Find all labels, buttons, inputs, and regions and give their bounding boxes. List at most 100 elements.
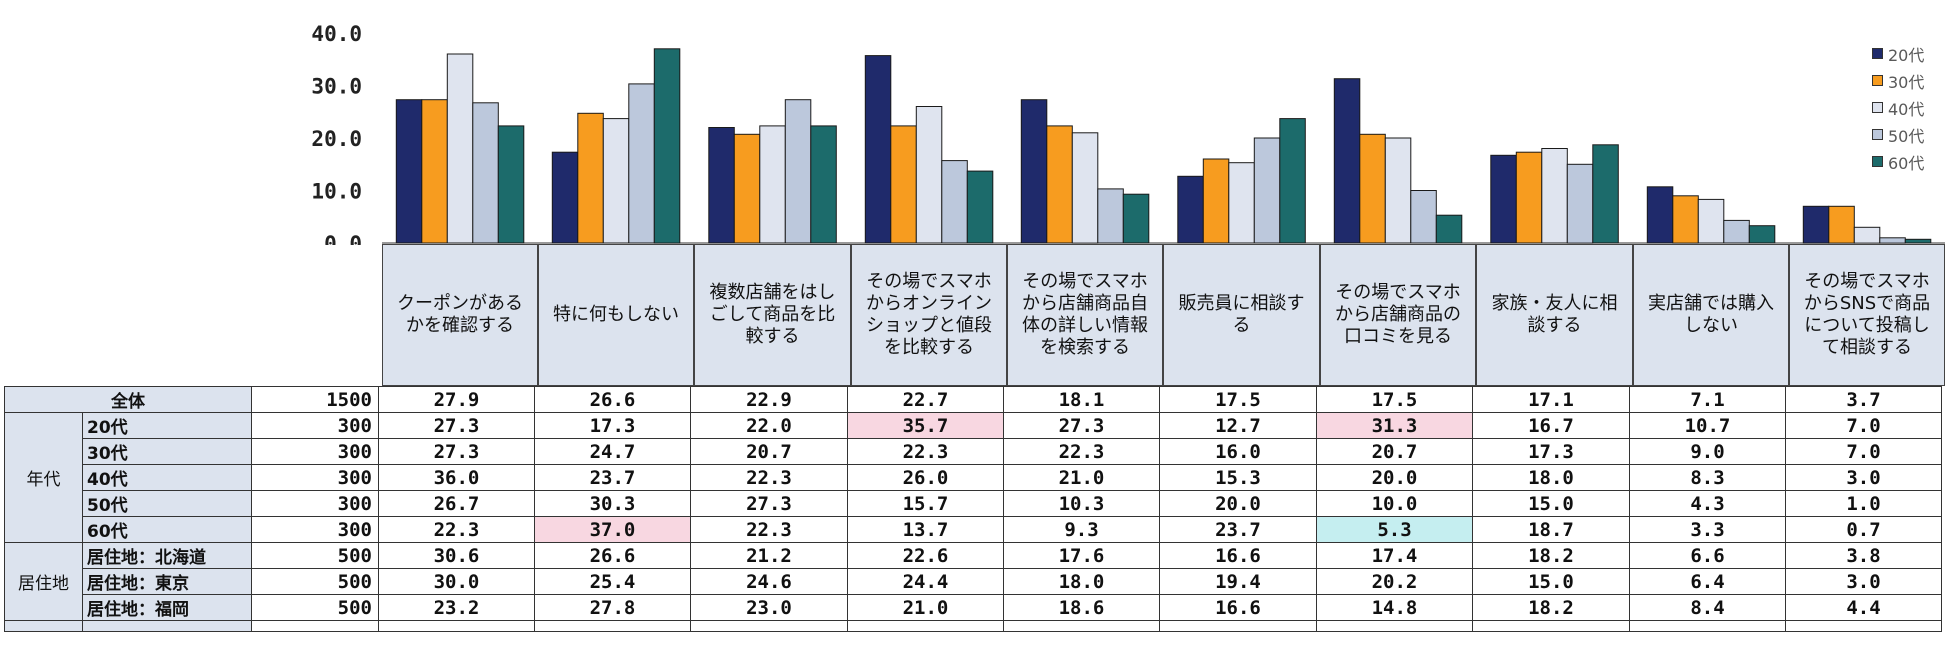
y-tick-label: 30.0 xyxy=(311,75,362,99)
table-row: 50代 300 26.7 30.3 27.3 15.7 10.3 20.0 10.0 15.0 4.… xyxy=(5,490,1942,517)
table-cell: 26.6 xyxy=(534,386,691,413)
bar-50代 xyxy=(1253,137,1281,244)
bar-60代 xyxy=(1748,225,1776,244)
row-label: 50代 xyxy=(82,490,252,517)
table-cell-empty xyxy=(4,620,83,632)
category-header-line: ごして商品を比 xyxy=(709,304,836,325)
table-cell: 16.6 xyxy=(1159,542,1317,569)
table-cell: 9.0 xyxy=(1629,438,1786,465)
table-cell: 3.8 xyxy=(1785,542,1942,569)
bar-60代 xyxy=(1435,214,1463,244)
table-cell: 18.0 xyxy=(1472,464,1630,491)
table-cell: 17.3 xyxy=(534,412,691,439)
bar-30代 xyxy=(421,99,448,244)
row-n: 300 xyxy=(251,438,379,465)
table-cell-empty xyxy=(1159,620,1317,632)
table-cell: 21.0 xyxy=(1003,464,1160,491)
table-cell-empty xyxy=(690,620,848,632)
category-header-line: 実店舗では購入 xyxy=(1648,293,1774,314)
table-cell: 24.6 xyxy=(690,568,848,595)
table-cell: 7.1 xyxy=(1629,386,1786,413)
table-cell: 18.2 xyxy=(1472,594,1630,621)
table-cell: 4.3 xyxy=(1629,490,1786,517)
table-cell-empty xyxy=(534,620,691,632)
bar-20代 xyxy=(1020,99,1048,244)
table-cell-empty xyxy=(847,620,1004,632)
table-row: 居住地 居住地：北海道 500 30.6 26.6 21.2 22.6 17.6 16.6 17.… xyxy=(4,542,1942,621)
bar-20代 xyxy=(1333,78,1361,244)
row-n: 1500 xyxy=(251,386,379,413)
category-header-line: 複数店舗をはし xyxy=(709,282,836,303)
row-label: 居住地：東京 xyxy=(82,568,252,595)
table-cell: 17.5 xyxy=(1159,386,1317,413)
bar-30代 xyxy=(1046,125,1073,244)
table-cell: 17.1 xyxy=(1472,386,1630,413)
table-cell: 6.6 xyxy=(1629,542,1786,569)
legend-label: 20代 xyxy=(1888,45,1925,65)
table-cell: 22.7 xyxy=(847,386,1004,413)
bar-20代 xyxy=(1646,186,1674,244)
row-group-label: 年代 xyxy=(4,412,83,543)
bar-40代 xyxy=(1697,198,1725,244)
table-cell: 27.3 xyxy=(378,412,535,439)
table-row: 全体 1500 27.9 26.6 22.9 22.7 18.1 17.5 17.5 17.1 7.… xyxy=(4,386,1942,413)
legend-item: 30代 xyxy=(1872,67,1924,94)
legend-label: 40代 xyxy=(1888,99,1925,119)
bar-30代 xyxy=(733,133,761,244)
category-header: 複数店舗をはし ごして商品を比 較する xyxy=(694,244,851,386)
row-label: 20代 xyxy=(82,412,252,439)
y-tick-label: 10.0 xyxy=(311,180,362,204)
table-cell: 20.7 xyxy=(690,438,848,465)
category-header-line: からオンライン xyxy=(866,293,992,314)
bar-50代 xyxy=(1410,190,1437,244)
table-cell: 19.4 xyxy=(1159,568,1317,595)
bar-60代 xyxy=(497,125,525,244)
table-cell: 27.3 xyxy=(1003,412,1160,439)
bar-chart: 0.0 10.0 20.0 30.0 40.0 xyxy=(311,22,1945,245)
bar-40代 xyxy=(446,53,474,244)
category-header-line: その場でスマホ xyxy=(866,271,992,292)
bar-40代 xyxy=(915,106,943,244)
bar-30代 xyxy=(1515,151,1543,244)
legend-swatch xyxy=(1872,156,1883,167)
bar-50代 xyxy=(472,102,499,244)
table-cell-empty xyxy=(1785,620,1942,632)
category-header: その場でスマホ から店舗商品の 口コミを見る xyxy=(1320,244,1476,386)
table-cell: 22.9 xyxy=(690,386,848,413)
row-label: 30代 xyxy=(82,438,252,465)
bar-50代 xyxy=(628,83,655,244)
bar-30代 xyxy=(1672,195,1699,244)
bar-50代 xyxy=(1097,188,1124,244)
table-cell-empty xyxy=(1003,620,1160,632)
table-cell: 27.9 xyxy=(378,386,535,413)
table-cell: 17.4 xyxy=(1316,542,1473,569)
table-cell: 18.7 xyxy=(1472,516,1630,543)
table-cell: 37.0 xyxy=(534,516,691,543)
table-cell: 23.7 xyxy=(534,464,691,491)
table-cell: 30.6 xyxy=(378,542,535,569)
category-header-line: から店舗商品の xyxy=(1335,304,1461,325)
table-row: 60代 300 22.3 37.0 22.3 13.7 9.3 23.7 5.3 18.7 3.3 0… xyxy=(5,516,1942,543)
legend-swatch xyxy=(1872,48,1883,59)
table-cell: 21.0 xyxy=(847,594,1004,621)
table-cell-empty xyxy=(1316,620,1473,632)
table-cell: 18.2 xyxy=(1472,542,1630,569)
table-cell: 22.6 xyxy=(847,542,1004,569)
table-cell: 16.7 xyxy=(1472,412,1630,439)
category-header-line: しない xyxy=(1684,315,1738,336)
category-header-line: 談する xyxy=(1527,315,1582,336)
table-row: 年代 20代 300 27.3 17.3 22.0 35.7 27.3 12.7 31.3 16.7… xyxy=(4,412,1942,543)
category-header-line: について投稿し xyxy=(1804,315,1930,336)
table-cell: 9.3 xyxy=(1003,516,1160,543)
bar-20代 xyxy=(708,127,735,244)
category-header-line: 較する xyxy=(745,326,800,347)
table-cell-empty xyxy=(378,620,535,632)
legend-item: 40代 xyxy=(1872,94,1924,121)
legend-swatch xyxy=(1872,75,1883,86)
table-cell: 21.2 xyxy=(690,542,848,569)
table-cell: 12.7 xyxy=(1159,412,1317,439)
legend-label: 30代 xyxy=(1888,72,1925,92)
category-header-line: かを確認する xyxy=(406,315,514,336)
legend-item: 50代 xyxy=(1872,121,1924,148)
legend-item: 60代 xyxy=(1872,148,1924,175)
